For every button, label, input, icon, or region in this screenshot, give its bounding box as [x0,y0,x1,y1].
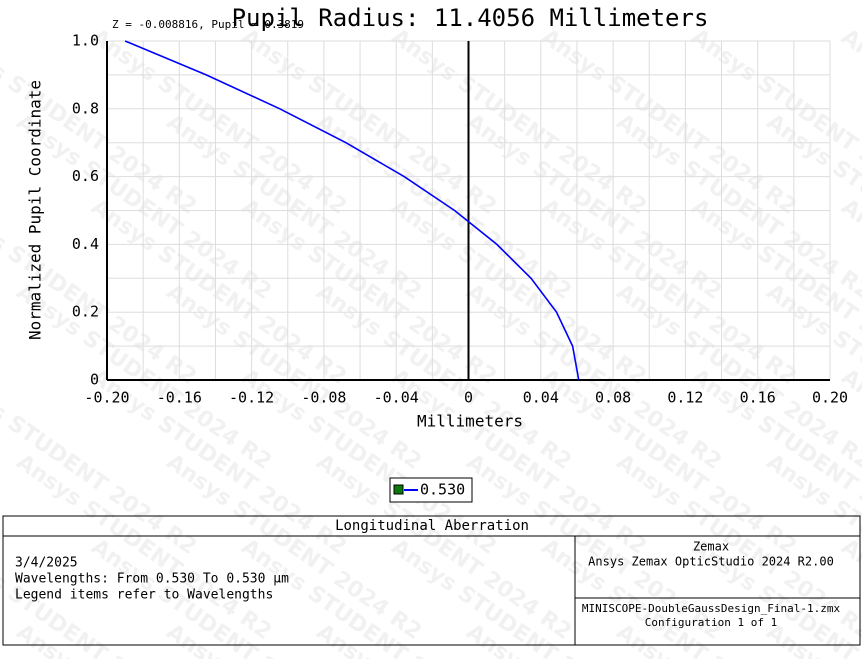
chart-title: Pupil Radius: 11.4056 Millimeters [232,4,709,32]
x-axis-label: Millimeters [417,412,523,431]
x-tick-label: 0.08 [595,389,631,407]
x-tick-label: -0.08 [301,389,346,407]
x-tick-label: 0.16 [740,389,776,407]
y-tick-label: 0.2 [72,303,99,321]
footer-text: Legend items refer to Wavelengths [15,588,273,603]
footer-title: Longitudinal Aberration [335,518,529,534]
x-tick-label: 0.12 [667,389,703,407]
y-tick-label: 0.4 [72,235,99,253]
footer-text: Configuration 1 of 1 [645,616,777,629]
data-line [124,40,580,381]
y-axis-label: Normalized Pupil Coordinate [26,80,45,340]
x-tick-label: 0.20 [812,389,848,407]
x-tick-label: -0.20 [84,389,129,407]
y-tick-label: 0.6 [72,167,99,185]
legend [389,477,473,503]
y-tick-label: 0 [90,371,99,389]
legend-icon [393,484,404,495]
x-tick-label: -0.16 [157,389,202,407]
footer-text: Ansys Zemax OpticStudio 2024 R2.00 [588,555,834,569]
footer-box [2,515,861,646]
x-tick-label: -0.12 [229,389,274,407]
x-tick-label: -0.04 [374,389,419,407]
footer-text: Wavelengths: From 0.530 To 0.530 µm [15,572,289,587]
legend-label: 0.530 [420,481,465,499]
annotation: Z = -0.008816, Pupil = 0.3819 [112,18,304,31]
x-tick-label: 0.04 [523,389,559,407]
footer-text: MINISCOPE-DoubleGaussDesign_Final-1.zmx [582,602,841,615]
footer-text: 3/4/2025 [15,556,78,571]
y-tick-label: 0.8 [72,99,99,117]
y-tick-label: 1.0 [72,32,99,50]
footer-text: Zemax [693,540,729,554]
x-tick-label: 0 [464,389,473,407]
